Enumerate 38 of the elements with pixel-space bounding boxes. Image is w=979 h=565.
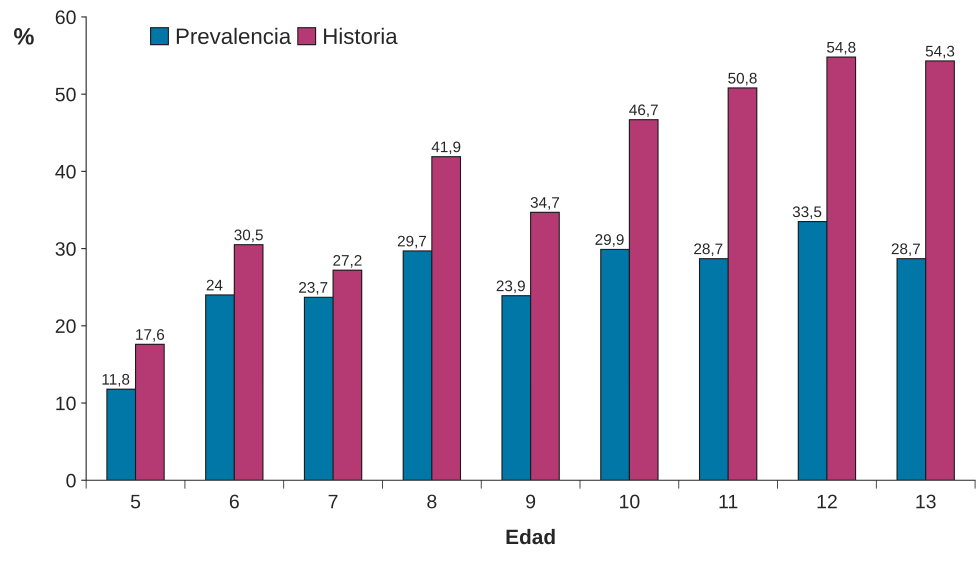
data-label: 30,5: [234, 230, 263, 242]
x-tick-label: 5: [130, 494, 140, 508]
legend-label: Prevalencia: [176, 28, 292, 44]
y-tick-label: 40: [55, 164, 76, 179]
data-label: 11,8: [102, 374, 130, 387]
x-tick-label: 10: [620, 494, 640, 508]
data-label: 24: [206, 280, 222, 290]
data-label: 41,9: [432, 141, 460, 154]
x-tick-label: 11: [720, 494, 738, 508]
x-tick-label: 12: [818, 494, 837, 508]
data-label: 27,2: [333, 254, 362, 268]
data-label: 23,7: [299, 282, 328, 295]
x-axis-title: Edad: [506, 528, 555, 544]
y-tick-label: 0: [66, 474, 76, 488]
y-tick-label: 20: [56, 319, 76, 334]
x-tick-label: 13: [916, 494, 936, 508]
y-tick-label: 30: [56, 242, 76, 256]
x-tick-label: 7: [328, 494, 338, 508]
data-label: 29,7: [398, 236, 426, 248]
y-tick-label: 50: [56, 88, 76, 102]
y-tick-label: 60: [56, 10, 76, 24]
data-label: 23,9: [496, 280, 525, 294]
data-label: 33,5: [792, 206, 822, 219]
data-label: 50,8: [728, 72, 757, 86]
data-label: 17,6: [136, 329, 164, 342]
data-label: 54,8: [826, 42, 856, 54]
y-axis-title: %: [14, 28, 34, 45]
x-tick-label: 6: [230, 494, 239, 508]
data-label: 46,7: [629, 104, 658, 118]
data-label: 34,7: [530, 197, 560, 210]
data-label: 28,7: [892, 243, 920, 256]
legend-label: Historia: [324, 28, 398, 44]
y-tick-label: 10: [56, 396, 76, 410]
data-label: 28,7: [694, 243, 722, 256]
data-label: 29,9: [595, 234, 624, 247]
x-tick-label: 8: [427, 494, 436, 508]
data-label: 54,3: [926, 46, 954, 58]
x-tick-label: 9: [526, 494, 536, 508]
